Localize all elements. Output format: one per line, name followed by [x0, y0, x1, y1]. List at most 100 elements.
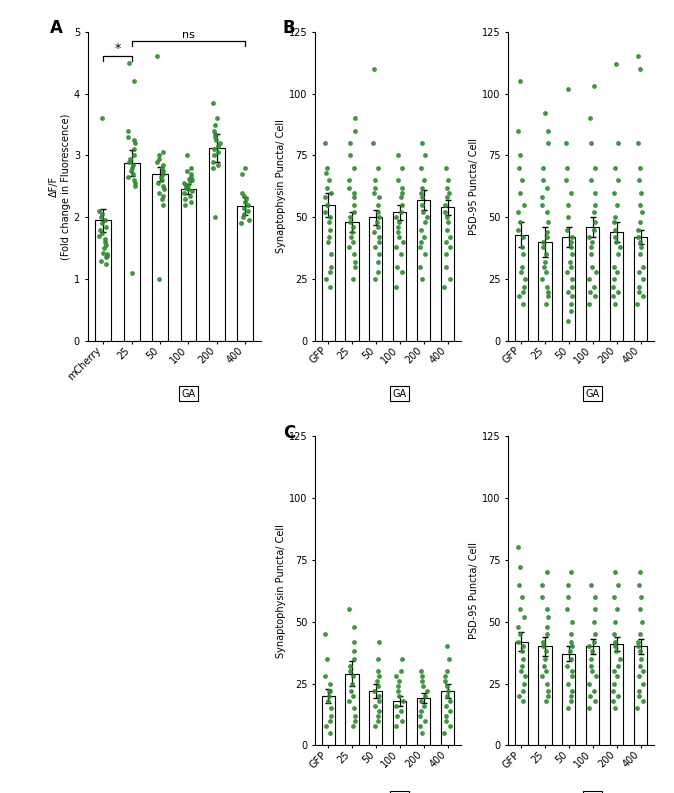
Point: [538, 162, 549, 174]
Point: [368, 136, 379, 149]
Point: [185, 196, 196, 209]
Point: [543, 285, 553, 298]
Point: [444, 704, 455, 717]
Point: [514, 578, 525, 591]
Point: [348, 198, 359, 211]
Point: [129, 177, 140, 190]
Point: [128, 149, 139, 162]
Point: [566, 231, 577, 243]
Point: [319, 191, 330, 204]
Point: [519, 670, 530, 683]
Point: [415, 719, 426, 732]
Point: [590, 591, 601, 603]
Point: [100, 257, 111, 270]
Point: [416, 695, 427, 707]
Point: [633, 50, 644, 63]
Point: [243, 205, 253, 217]
Point: [590, 290, 601, 303]
Point: [369, 182, 380, 194]
Point: [100, 214, 111, 227]
Point: [325, 224, 336, 236]
Point: [588, 224, 599, 236]
Point: [348, 690, 359, 703]
Bar: [152, 174, 168, 341]
Point: [345, 660, 356, 672]
Point: [157, 174, 168, 186]
Point: [566, 665, 577, 677]
Point: [585, 653, 596, 665]
Point: [417, 675, 428, 688]
Point: [99, 236, 110, 248]
Point: [127, 162, 137, 174]
Point: [608, 186, 619, 199]
Point: [635, 603, 646, 615]
Point: [127, 159, 138, 171]
Point: [208, 149, 219, 162]
Point: [515, 75, 526, 87]
Point: [518, 611, 529, 623]
Point: [516, 665, 526, 677]
Point: [518, 695, 528, 707]
Point: [394, 231, 404, 243]
Point: [565, 260, 576, 273]
Bar: [562, 654, 576, 745]
Point: [439, 670, 450, 683]
Point: [542, 603, 553, 615]
Point: [610, 224, 621, 236]
Point: [566, 240, 577, 253]
Point: [634, 670, 645, 683]
Point: [181, 165, 192, 178]
Point: [324, 216, 334, 228]
Point: [373, 670, 384, 683]
Point: [345, 211, 356, 224]
Point: [567, 280, 578, 293]
Point: [373, 162, 384, 174]
Point: [634, 174, 645, 186]
Point: [610, 211, 621, 224]
Point: [561, 660, 572, 672]
Point: [394, 675, 404, 688]
Point: [609, 665, 620, 677]
Point: [441, 710, 452, 722]
Point: [396, 704, 406, 717]
Point: [97, 217, 108, 230]
Point: [541, 297, 551, 310]
Point: [542, 611, 553, 623]
Bar: [514, 235, 528, 341]
Point: [96, 211, 106, 224]
Bar: [417, 200, 430, 341]
Point: [514, 628, 525, 641]
Point: [417, 726, 427, 739]
Point: [374, 236, 385, 248]
Point: [373, 248, 384, 261]
Point: [537, 191, 548, 204]
Point: [589, 80, 600, 93]
Point: [516, 660, 527, 672]
Point: [211, 134, 222, 147]
Point: [590, 198, 601, 211]
Point: [374, 695, 385, 707]
Point: [129, 134, 140, 147]
Y-axis label: Synaptophysin Puncta/ Cell: Synaptophysin Puncta/ Cell: [276, 120, 286, 253]
Point: [561, 266, 572, 278]
Point: [347, 719, 358, 732]
Point: [325, 266, 336, 278]
Point: [590, 670, 601, 683]
Point: [441, 690, 452, 703]
Point: [343, 695, 354, 707]
Point: [517, 645, 528, 657]
Point: [101, 220, 112, 233]
Point: [185, 175, 195, 188]
Point: [239, 190, 249, 202]
Point: [373, 690, 384, 703]
Point: [515, 561, 526, 573]
Point: [441, 224, 452, 236]
Point: [326, 702, 337, 714]
Point: [392, 220, 403, 233]
Point: [127, 266, 138, 279]
Point: [584, 285, 595, 298]
Point: [184, 173, 195, 186]
Point: [321, 162, 332, 174]
Point: [636, 653, 646, 665]
Point: [393, 174, 404, 186]
